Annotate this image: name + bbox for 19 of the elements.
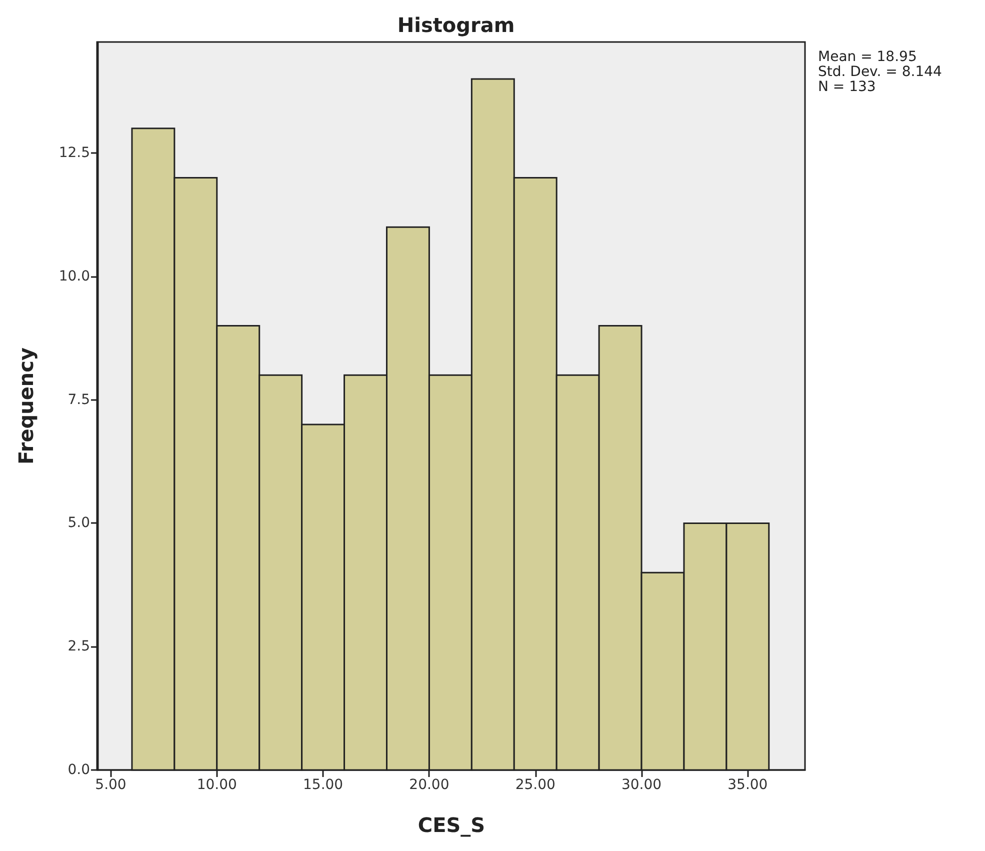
- y-tick-label: 10.0: [58, 268, 90, 284]
- x-tick-label: 25.00: [515, 777, 556, 793]
- text: Std. Dev. = 8.144: [818, 64, 942, 80]
- x-axis-title: CES_S: [418, 813, 486, 837]
- x-tick-label: 35.00: [728, 777, 768, 793]
- y-tick-label: 0.0: [68, 762, 90, 778]
- x-tick-label: 10.00: [196, 777, 237, 793]
- x-tick-label: 5.00: [95, 777, 126, 793]
- text: N = 133: [818, 79, 876, 95]
- y-tick-label: 5.0: [68, 515, 90, 532]
- x-tick-label: 15.00: [303, 777, 344, 793]
- x-tick-label: 20.00: [409, 777, 450, 793]
- x-tick-label: 30.00: [621, 777, 662, 793]
- chart-title: Histogram: [397, 13, 515, 37]
- y-tick-label: 12.5: [58, 145, 90, 162]
- text: Mean = 18.95: [818, 49, 917, 65]
- y-tick-label: 2.5: [68, 638, 90, 655]
- y-tick-label: 7.5: [68, 392, 90, 408]
- y-axis-title: Frequency: [14, 347, 38, 465]
